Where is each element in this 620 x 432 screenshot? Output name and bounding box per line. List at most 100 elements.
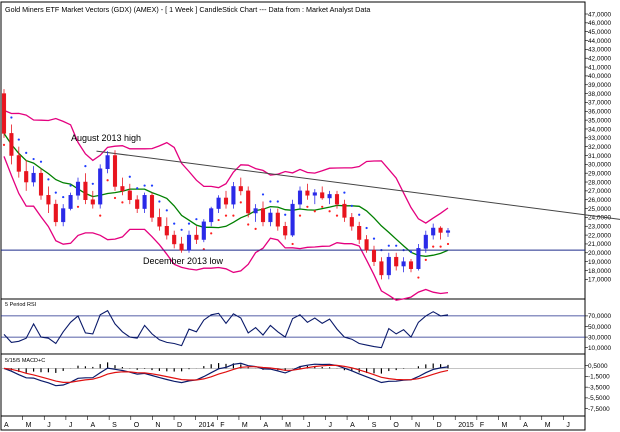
sar-dot: [291, 242, 294, 246]
candle-body: [16, 155, 21, 172]
sar-dot: [76, 205, 80, 208]
sar-dot: [143, 184, 146, 187]
date-tick-label: M: [501, 422, 507, 429]
sar-dot: [106, 179, 109, 182]
price-tick-label: 22,0000: [588, 232, 612, 239]
macd-tick-label: -7,5000: [588, 406, 610, 413]
candle-body: [283, 226, 288, 236]
date-tick-label: J: [566, 422, 570, 429]
sar-dot: [358, 213, 361, 216]
candle-body: [112, 155, 118, 187]
rsi-label: 5 Period RSI: [5, 302, 37, 308]
rsi-panel: [0, 298, 586, 355]
sar-dot: [121, 201, 124, 204]
candle-body: [231, 186, 236, 205]
sar-dot: [446, 242, 450, 246]
candle-body: [371, 249, 377, 262]
sar-dot: [39, 160, 43, 163]
macd-tick-label: 0,5000: [588, 363, 608, 370]
candle-body: [135, 199, 140, 209]
date-tick-label: A: [91, 422, 96, 429]
macd-signal-line: [3, 364, 449, 384]
price-tick-label: 46,0000: [588, 20, 612, 27]
candle-body: [1, 93, 7, 134]
date-tick-label: F: [480, 422, 484, 429]
date-tick-label: M: [285, 422, 291, 429]
date-tick-label: M: [26, 422, 32, 429]
date-tick-label: N: [415, 422, 420, 429]
sar-dot: [328, 210, 331, 213]
candle-body: [416, 248, 421, 269]
price-tick-label: 40,0000: [588, 73, 612, 80]
candle-body: [364, 239, 369, 251]
sar-dot: [54, 191, 57, 194]
rsi-tick-label: 70,0000: [588, 313, 612, 320]
sar-dot: [180, 228, 183, 231]
sar-dot: [17, 138, 20, 141]
chart-title: Gold Miners ETF Market Vectors (GDX) (AM…: [5, 5, 370, 14]
sar-dot: [195, 218, 198, 221]
candle-body: [172, 234, 177, 245]
candle-body: [431, 227, 436, 236]
sar-dot: [350, 204, 353, 208]
price-tick-label: 24,0000: [588, 215, 612, 222]
price-tick-label: 27,0000: [588, 188, 612, 195]
sar-dot: [210, 232, 213, 235]
date-tick-label: D: [177, 422, 182, 429]
sar-dot: [424, 258, 427, 261]
candle-body: [260, 208, 266, 223]
candle-body: [53, 203, 58, 223]
date-tick-label: J: [307, 422, 311, 429]
rsi-tick-label: 50,0000: [588, 324, 612, 331]
sar-dot: [395, 244, 398, 247]
candle-body: [75, 181, 81, 196]
macd-tick-label: -5,5000: [588, 395, 610, 402]
price-tick-label: 28,0000: [588, 179, 612, 186]
support-trend-lines: [1, 150, 620, 251]
date-tick-label: J: [47, 422, 51, 429]
macd-panel: [0, 353, 586, 417]
date-tick-label: A: [350, 422, 355, 429]
sar-dot: [372, 237, 376, 240]
candlesticks: [1, 89, 451, 280]
candle-body: [386, 256, 391, 276]
candle-body: [334, 194, 340, 205]
price-tick-label: 36,0000: [588, 109, 612, 116]
candle-body: [194, 234, 199, 240]
sar-dot: [32, 157, 35, 161]
macd-line: [3, 362, 449, 387]
candle-body: [312, 192, 317, 196]
sar-dot: [10, 116, 13, 119]
price-tick-label: 33,0000: [588, 135, 612, 142]
price-tick-label: 29,0000: [588, 170, 612, 177]
date-tick-label: J: [328, 422, 332, 429]
candle-body: [246, 190, 251, 214]
rsi-axis: 70,0000 50,0000 30,0000 10,0000: [585, 313, 612, 352]
price-tick-label: 45,0000: [588, 29, 612, 36]
price-tick-label: 23,0000: [588, 224, 612, 231]
macd-plot: [1, 362, 585, 387]
sar-dot: [276, 200, 279, 203]
sar-dot: [387, 244, 390, 247]
candle-body: [320, 192, 325, 199]
date-tick-label: A: [264, 422, 269, 429]
candle-body: [38, 172, 44, 196]
price-panel: [0, 1, 586, 300]
candle-body: [408, 261, 414, 269]
price-tick-label: 34,0000: [588, 126, 612, 133]
sar-dot: [113, 196, 117, 200]
sar-dot: [239, 201, 242, 204]
annotation-august-2013-high: August 2013 high: [71, 133, 141, 143]
candle-body: [120, 186, 125, 192]
sar-dot: [365, 226, 368, 230]
date-tick-label: N: [155, 422, 160, 429]
sar-dot: [150, 184, 154, 187]
candle-body: [142, 195, 147, 209]
price-tick-label: 31,0000: [588, 153, 612, 160]
date-tick-label: J: [69, 422, 73, 429]
price-tick-label: 21,0000: [588, 241, 612, 248]
candle-body: [127, 190, 132, 200]
candle-body: [305, 190, 310, 196]
candle-body: [216, 197, 221, 209]
trend-line: [96, 150, 620, 220]
